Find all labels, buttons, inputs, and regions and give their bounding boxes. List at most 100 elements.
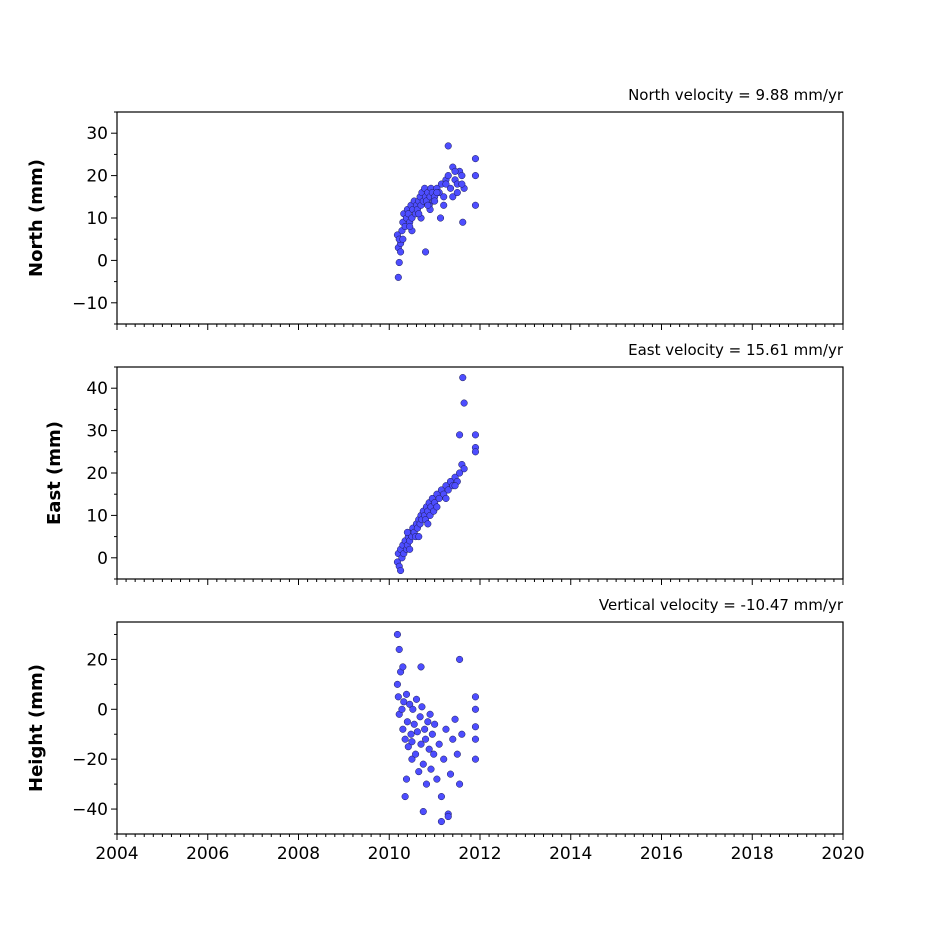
plot-frame	[116, 366, 844, 580]
data-point	[403, 718, 411, 726]
data-point	[456, 431, 464, 439]
data-point	[427, 765, 435, 773]
y-tick-label: 10	[86, 506, 108, 526]
data-point	[471, 172, 480, 180]
data-point	[444, 142, 452, 150]
data-point	[399, 663, 407, 671]
panel-north-ylabel: North (mm)	[26, 159, 47, 277]
panel-east-ylabel: East (mm)	[44, 421, 65, 525]
data-point	[424, 520, 432, 528]
data-point	[412, 695, 421, 703]
data-point	[394, 273, 402, 281]
data-point	[458, 730, 466, 738]
data-point	[426, 710, 434, 718]
data-point	[471, 735, 480, 743]
y-tick-label: −40	[72, 800, 108, 820]
plot-frame	[116, 111, 844, 325]
data-point	[393, 680, 401, 688]
data-point	[449, 735, 457, 743]
data-point	[433, 775, 441, 783]
data-point	[437, 793, 445, 801]
panel-north-plot: −10 0 10 20 30	[72, 111, 844, 330]
x-tick-label: 2018	[731, 844, 774, 864]
y-tick-label: −10	[72, 294, 108, 314]
data-point	[401, 735, 409, 743]
data-point	[435, 740, 443, 748]
x-tick-label: 2008	[277, 844, 320, 864]
data-point	[416, 713, 424, 721]
data-point	[471, 431, 480, 439]
data-point	[442, 725, 450, 733]
data-point	[412, 750, 420, 758]
panel-east-plot: 0 10 20 30 40	[86, 366, 844, 585]
panel-north-title: North velocity = 9.88 mm/yr	[628, 86, 844, 104]
panel-height-title: Vertical velocity = -10.47 mm/yr	[599, 596, 844, 614]
data-point	[397, 566, 405, 575]
data-point	[458, 180, 466, 188]
y-tick-label: 30	[86, 422, 108, 442]
data-point	[407, 730, 415, 738]
data-point	[406, 700, 414, 708]
data-point	[421, 725, 429, 733]
data-point	[471, 755, 480, 763]
data-point	[430, 750, 438, 758]
data-point	[449, 193, 457, 201]
data-point	[428, 730, 436, 738]
data-point	[409, 705, 417, 713]
data-point	[471, 201, 480, 209]
data-point	[393, 630, 401, 639]
panel-east: East velocity = 15.61 mm/yr East (mm) 0 1…	[44, 341, 844, 585]
data-point	[417, 663, 425, 671]
data-point	[408, 755, 416, 763]
data-point	[403, 528, 411, 536]
data-point	[444, 172, 452, 180]
data-point	[458, 172, 466, 180]
panel-height-ylabel: Height (mm)	[26, 664, 47, 792]
data-point	[436, 214, 445, 222]
x-tick-label: 2010	[368, 844, 411, 864]
data-point	[406, 545, 414, 553]
y-tick-label: 0	[97, 549, 108, 569]
panel-north: North velocity = 9.88 mm/yr North (mm) −…	[26, 86, 844, 330]
data-point	[395, 645, 403, 653]
x-tick-label: 2020	[821, 844, 864, 864]
data-point	[422, 780, 431, 788]
panel-east-title: East velocity = 15.61 mm/yr	[628, 341, 844, 359]
data-point	[399, 725, 407, 733]
panel-height-plot: 2004 2006 2008 2010 2012 2014 2016 2018 2020 −40 −…	[72, 621, 865, 864]
data-point	[419, 808, 427, 816]
y-tick-label: 40	[86, 379, 108, 399]
data-point	[415, 768, 423, 776]
data-point	[401, 793, 409, 801]
data-point	[460, 399, 468, 407]
data-point	[402, 775, 411, 783]
data-point	[440, 755, 448, 763]
data-point	[451, 482, 459, 490]
data-point	[431, 720, 439, 728]
data-point	[440, 201, 448, 209]
plot-frame	[116, 621, 844, 835]
data-point	[442, 494, 450, 502]
data-point	[471, 723, 480, 731]
data-point	[418, 703, 426, 711]
data-point	[415, 533, 423, 541]
data-point	[398, 705, 406, 713]
data-point	[419, 760, 427, 768]
data-point	[451, 715, 459, 723]
y-tick-label: 0	[97, 700, 108, 720]
data-point	[471, 155, 480, 163]
data-point	[422, 248, 430, 256]
data-point	[394, 693, 402, 701]
data-point	[456, 780, 464, 788]
data-point	[446, 770, 455, 778]
y-tick-label: 0	[97, 251, 108, 271]
data-point	[395, 258, 403, 267]
x-tick-label: 2006	[186, 844, 229, 864]
data-point	[431, 197, 439, 205]
data-point	[425, 745, 433, 753]
data-point	[424, 718, 432, 726]
data-point	[410, 720, 418, 728]
data-point	[453, 750, 461, 758]
y-tick-label: 20	[86, 464, 108, 484]
